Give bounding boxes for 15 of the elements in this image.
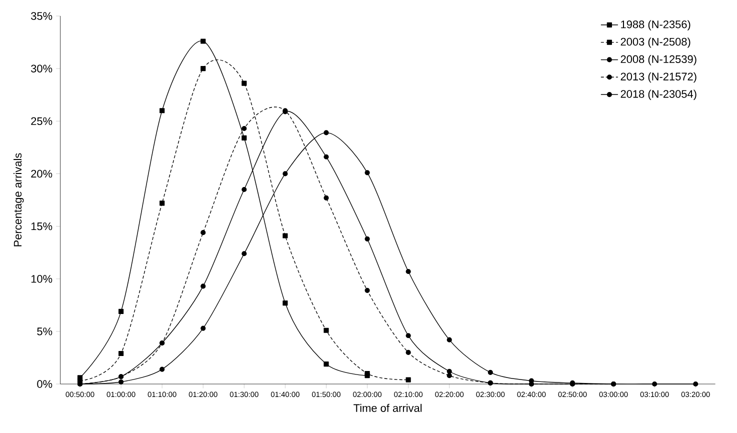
legend-label: 1988 (N-2356): [621, 20, 690, 30]
y-axis-title: Percentage arrivals: [14, 153, 24, 246]
legend-label: 2008 (N-12539): [620, 55, 696, 66]
y-tick-label: 20%: [31, 170, 52, 178]
y-tick-label: 5%: [37, 328, 52, 336]
y-tick-label: 0%: [37, 380, 52, 388]
y-tick-label: 30%: [31, 64, 52, 72]
y-tick-label: 15%: [31, 222, 52, 230]
x-axis-title: Time of arrival: [354, 404, 422, 412]
y-tick-label: 25%: [31, 117, 52, 126]
y-tick-label: 35%: [31, 12, 52, 20]
legend-label: 2013 (N-21572): [620, 72, 696, 83]
legend-label: 2003 (N-2508): [620, 38, 690, 48]
y-tick-label: 10%: [31, 274, 52, 283]
legend-label: 2018 (N-23054): [620, 90, 696, 100]
